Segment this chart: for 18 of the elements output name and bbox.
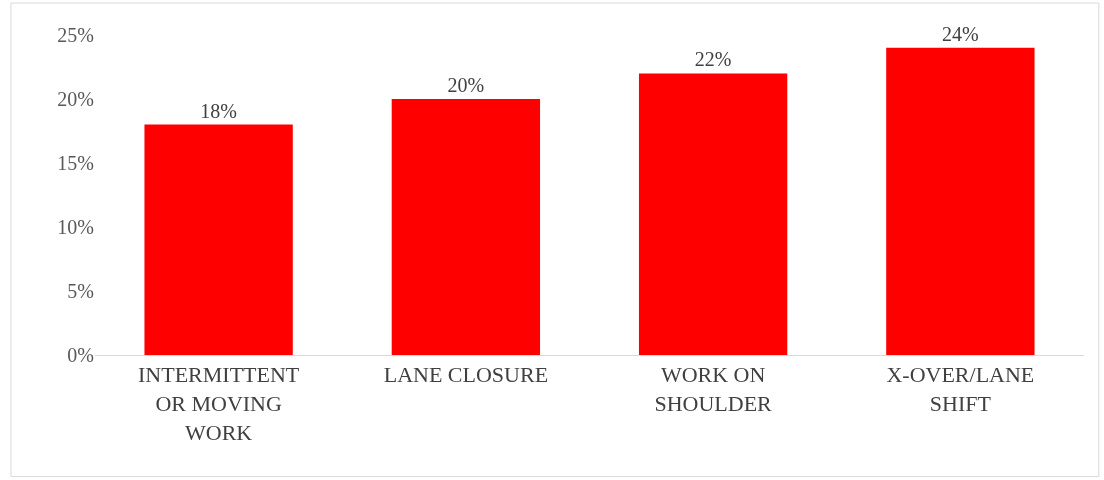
x-tick-label: WORK ON SHOULDER xyxy=(654,362,773,416)
bar xyxy=(391,99,541,355)
bar xyxy=(638,73,788,355)
data-label: 20% xyxy=(447,74,485,96)
y-tick-label: 15% xyxy=(57,152,94,174)
bar xyxy=(886,47,1035,355)
y-tick-label: 10% xyxy=(57,216,94,238)
x-tick-label: LANE CLOSURE xyxy=(383,362,549,388)
data-label: 24% xyxy=(942,22,979,45)
x-tick-label: X-OVER/LANE SHIFT xyxy=(886,362,1035,416)
bar xyxy=(144,124,293,355)
y-tick-label: 20% xyxy=(57,88,94,110)
data-label: 22% xyxy=(694,48,732,71)
y-tick-label: 25% xyxy=(57,24,94,46)
data-label: 18% xyxy=(200,99,237,122)
y-tick-label: 0% xyxy=(67,344,94,366)
x-tick-label: INTERMITTENT OR MOVING WORK xyxy=(137,362,300,445)
y-tick-label: 5% xyxy=(67,280,94,302)
